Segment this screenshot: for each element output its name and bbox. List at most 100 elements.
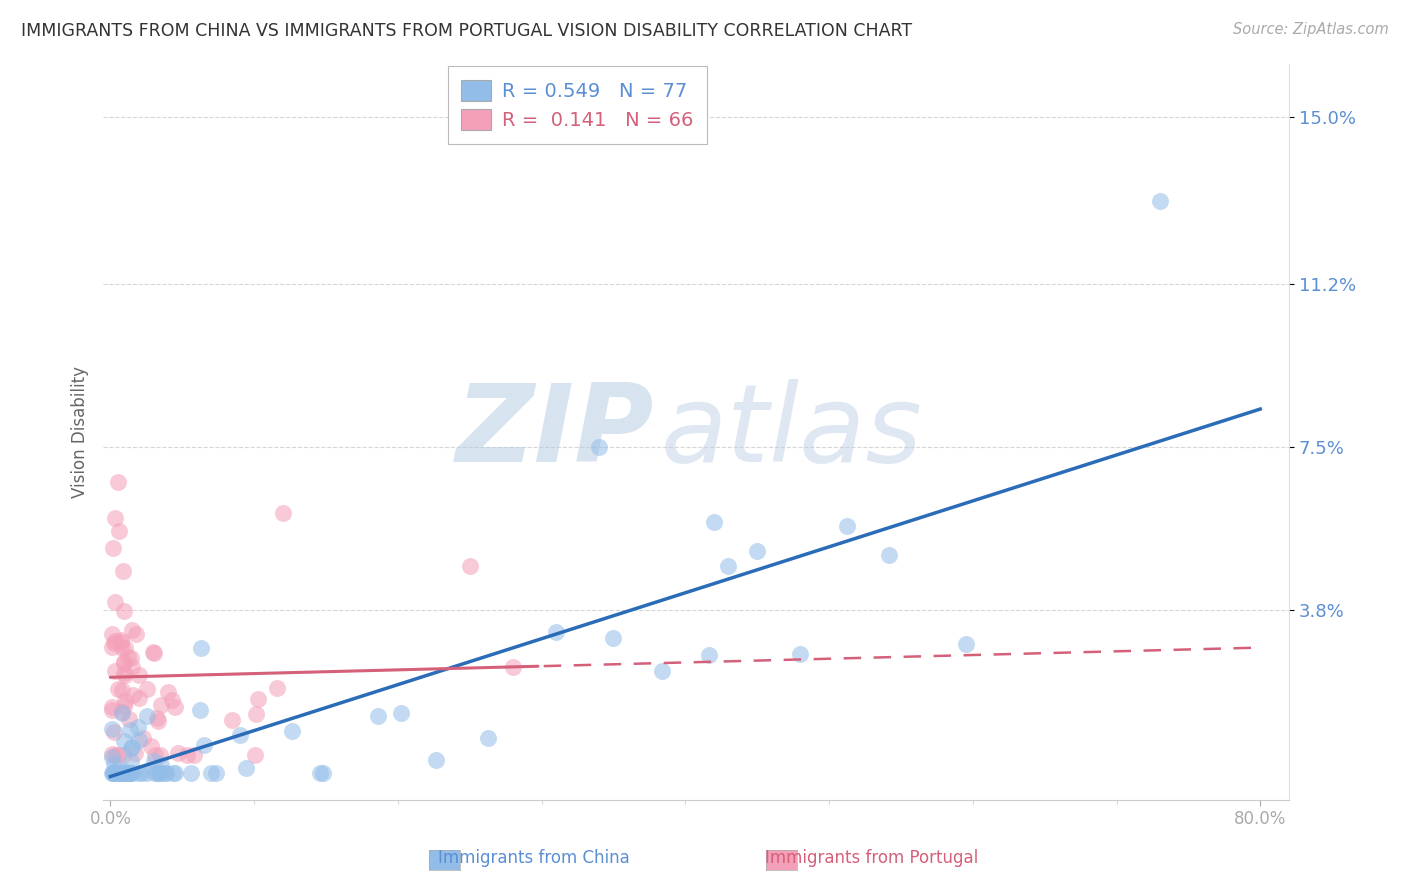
Point [243,748,266,763]
Point [121,740,143,755]
Point [120,754,142,768]
Point [128,732,150,747]
Point [101,750,124,764]
Point [100,722,122,736]
Point [142,646,165,660]
Point [121,766,143,780]
Point [155,766,177,780]
Point [200,766,222,780]
Point [101,766,124,780]
Point [717,559,740,574]
Point [104,510,127,524]
Point [104,633,127,648]
Point [100,627,122,641]
Point [163,700,186,714]
Point [143,755,166,769]
Point [118,723,141,737]
Point [149,757,172,772]
Point [205,766,228,780]
Point [546,625,568,640]
Point [107,475,129,490]
Point [103,765,125,780]
Point [162,766,184,780]
Point [103,724,125,739]
Point [111,706,134,721]
Point [132,731,155,745]
Point [312,766,335,780]
Point [502,660,524,674]
Point [789,647,811,661]
Point [110,634,132,648]
Point [266,681,288,696]
Point [115,766,138,780]
Point [111,766,134,780]
Point [107,681,129,696]
Point [111,748,134,763]
Point [114,694,136,708]
Point [229,728,252,742]
Point [165,766,187,780]
Point [112,604,135,618]
Point [107,748,129,763]
Point [281,723,304,738]
Point [111,706,134,720]
Point [188,703,211,717]
Point [703,515,725,529]
Point [145,766,167,780]
Point [149,766,172,780]
Point [108,766,131,780]
Point [149,748,172,763]
Point [136,766,159,780]
Point [103,757,125,772]
Point [108,524,131,538]
Point [128,667,150,681]
Point [112,764,135,779]
Point [112,734,135,748]
Point [104,766,127,780]
Point [389,706,412,721]
Point [103,636,125,650]
Point [120,740,142,755]
Point [425,754,447,768]
Point [160,693,183,707]
Point [101,766,124,780]
Point [105,766,128,780]
Point [837,519,859,533]
Text: Source: ZipAtlas.com: Source: ZipAtlas.com [1233,22,1389,37]
Point [955,637,977,651]
Point [114,668,136,682]
Point [135,681,157,696]
Point [105,764,128,778]
Point [221,713,243,727]
Point [110,766,132,780]
Point [141,739,163,754]
Point [118,766,141,780]
Point [104,664,127,678]
Point [149,698,172,713]
Point [121,660,143,674]
Point [112,698,135,713]
Point [115,766,138,780]
Point [588,440,610,454]
Point [112,666,135,681]
Point [602,631,624,645]
Point [309,766,332,780]
Point [128,766,150,780]
Point [104,595,127,609]
Point [477,731,499,746]
Point [651,665,673,679]
Point [101,541,124,556]
Point [146,766,169,780]
Point [118,766,141,780]
Text: atlas: atlas [661,379,922,484]
Point [167,746,190,760]
Point [190,640,212,655]
Text: ZIP: ZIP [456,379,655,484]
Point [101,766,124,780]
Point [1149,194,1171,208]
Point [114,766,136,780]
Point [193,738,215,752]
Point [120,651,142,665]
Point [458,559,481,574]
Point [124,746,146,760]
